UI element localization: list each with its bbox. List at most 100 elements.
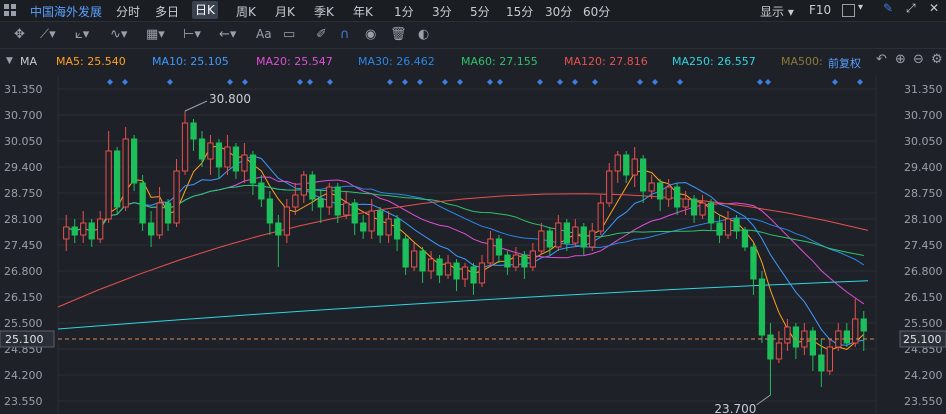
candle-body bbox=[309, 174, 316, 200]
low-annotation-line bbox=[756, 394, 771, 406]
f10-button[interactable]: F10 bbox=[809, 3, 832, 17]
candle-body bbox=[572, 226, 579, 244]
y-tick-label-right: 25.500 bbox=[904, 317, 943, 330]
eye-icon[interactable]: ◉ bbox=[365, 27, 377, 42]
candle-body bbox=[555, 222, 562, 248]
candle-body bbox=[775, 342, 783, 360]
zoom-out-icon[interactable]: ⊖ bbox=[913, 52, 924, 67]
candle-body bbox=[597, 202, 604, 232]
y-tick-label-right: 30.050 bbox=[904, 135, 943, 148]
tab-yearly-k[interactable]: 年K bbox=[353, 5, 373, 19]
candle-body bbox=[521, 254, 528, 268]
pen-icon[interactable]: ✎ bbox=[883, 1, 894, 15]
y-tick-label-right: 27.450 bbox=[904, 239, 943, 252]
candle-body bbox=[419, 250, 426, 272]
fibonacci-tool-icon[interactable]: ▦▾ bbox=[146, 27, 165, 42]
tab-multi-day[interactable]: 多日 bbox=[155, 5, 180, 19]
y-tick-label-left: 28.750 bbox=[4, 187, 43, 200]
stock-name[interactable]: 中国海外发展 bbox=[30, 5, 103, 19]
candle-body bbox=[453, 262, 460, 280]
adjust-selector[interactable]: 前复权 bbox=[828, 57, 861, 70]
tab-30min[interactable]: 30分 bbox=[545, 5, 573, 19]
candle-body bbox=[792, 326, 800, 348]
settings-icon[interactable]: ⚙ bbox=[931, 52, 943, 67]
y-tick-label-left: 27.450 bbox=[4, 239, 43, 252]
current-price-tag-right bbox=[899, 330, 946, 348]
event-marker-icon bbox=[857, 79, 863, 85]
crosshair-icon[interactable]: ✥ bbox=[14, 27, 25, 42]
tab-1min[interactable]: 1分 bbox=[394, 5, 414, 19]
tab-intraday[interactable]: 分时 bbox=[116, 5, 141, 19]
tab-monthly-k[interactable]: 月K bbox=[275, 5, 295, 19]
zoom-in-icon[interactable]: ⊕ bbox=[895, 52, 906, 67]
tab-daily-k[interactable]: 日K bbox=[192, 1, 218, 19]
y-tick-label-left: 29.400 bbox=[4, 161, 43, 174]
candle-body bbox=[360, 222, 367, 232]
candle-body bbox=[461, 266, 469, 280]
display-label: 显示 bbox=[760, 5, 785, 19]
checkbox-icon[interactable] bbox=[842, 4, 855, 17]
event-marker-icon bbox=[442, 79, 448, 85]
event-marker-icon bbox=[592, 79, 598, 85]
eraser-icon[interactable]: ✐ bbox=[316, 27, 327, 42]
ma250-value: MA250: 26.557 bbox=[672, 55, 756, 68]
tab-3min[interactable]: 3分 bbox=[432, 5, 452, 19]
candle-body bbox=[648, 182, 655, 192]
event-marker-icon bbox=[387, 79, 393, 85]
candle-body bbox=[122, 138, 129, 208]
event-marker-icon bbox=[167, 79, 173, 85]
trash-icon[interactable]: 🗑 bbox=[390, 27, 407, 42]
candle-body bbox=[71, 226, 78, 236]
dropdown-icon[interactable]: ▾ bbox=[858, 2, 864, 13]
candle-body bbox=[563, 222, 571, 244]
candle-body bbox=[512, 254, 520, 268]
magnet-icon[interactable]: ∩ bbox=[340, 27, 350, 42]
candlestick-chart[interactable]: 31.350 31.350 30.700 30.700 30.050 30.050 29.4… bbox=[0, 76, 946, 414]
candle-body bbox=[292, 194, 299, 208]
candle-body bbox=[427, 258, 435, 272]
candle-body bbox=[198, 138, 206, 160]
undo-icon[interactable]: ↶ bbox=[876, 52, 887, 67]
toggle-icon[interactable]: ◐ bbox=[418, 27, 430, 42]
collapse-icon[interactable]: ▼ bbox=[6, 56, 13, 66]
ma-indicator-label[interactable]: MA bbox=[20, 55, 38, 68]
event-marker-icon bbox=[307, 79, 313, 85]
text-tool-icon[interactable]: Aa bbox=[256, 27, 272, 41]
y-tick-label-right: 30.700 bbox=[904, 109, 943, 122]
y-tick-label-left: 30.050 bbox=[4, 135, 43, 148]
candle-body bbox=[640, 158, 647, 192]
candle-body bbox=[317, 198, 324, 208]
tab-quarterly-k[interactable]: 季K bbox=[314, 5, 334, 19]
close-icon[interactable]: ✕ bbox=[929, 1, 940, 15]
range-tool-icon[interactable]: ⊢▾ bbox=[183, 27, 201, 42]
y-tick-label-left: 24.200 bbox=[4, 369, 43, 382]
expand-icon[interactable]: ⤢ bbox=[906, 1, 916, 15]
tab-5min[interactable]: 5分 bbox=[470, 5, 490, 19]
candle-body bbox=[741, 230, 749, 248]
candle-body bbox=[580, 226, 587, 248]
ma30-value: MA30: 26.462 bbox=[358, 55, 435, 68]
candle-body bbox=[275, 222, 282, 236]
display-menu[interactable]: 显示 ▾ bbox=[760, 5, 794, 19]
event-marker-icon bbox=[637, 79, 643, 85]
arrow-tool-icon[interactable]: ←▾ bbox=[219, 27, 237, 42]
candle-body bbox=[750, 246, 757, 280]
tab-weekly-k[interactable]: 周K bbox=[236, 5, 256, 19]
event-marker-icon bbox=[107, 79, 113, 85]
candle-body bbox=[716, 222, 723, 236]
candle-body bbox=[767, 334, 774, 360]
candle-body bbox=[232, 146, 240, 172]
polyline-tool-icon[interactable]: ⟀▾ bbox=[75, 27, 90, 42]
grid-icon[interactable] bbox=[4, 4, 18, 16]
tab-15min[interactable]: 15分 bbox=[506, 5, 534, 19]
candle-body bbox=[852, 318, 859, 344]
wave-tool-icon[interactable]: ∿▾ bbox=[110, 27, 128, 42]
line-tool-icon[interactable]: ⟋▾ bbox=[40, 27, 56, 42]
comment-tool-icon[interactable]: ▭ bbox=[283, 27, 296, 42]
candle-body bbox=[97, 218, 104, 240]
candle-body bbox=[809, 330, 817, 356]
tab-60min[interactable]: 60分 bbox=[583, 5, 611, 19]
candle-body bbox=[173, 170, 180, 224]
candle-body bbox=[368, 210, 375, 232]
y-tick-label-left: 30.700 bbox=[4, 109, 43, 122]
